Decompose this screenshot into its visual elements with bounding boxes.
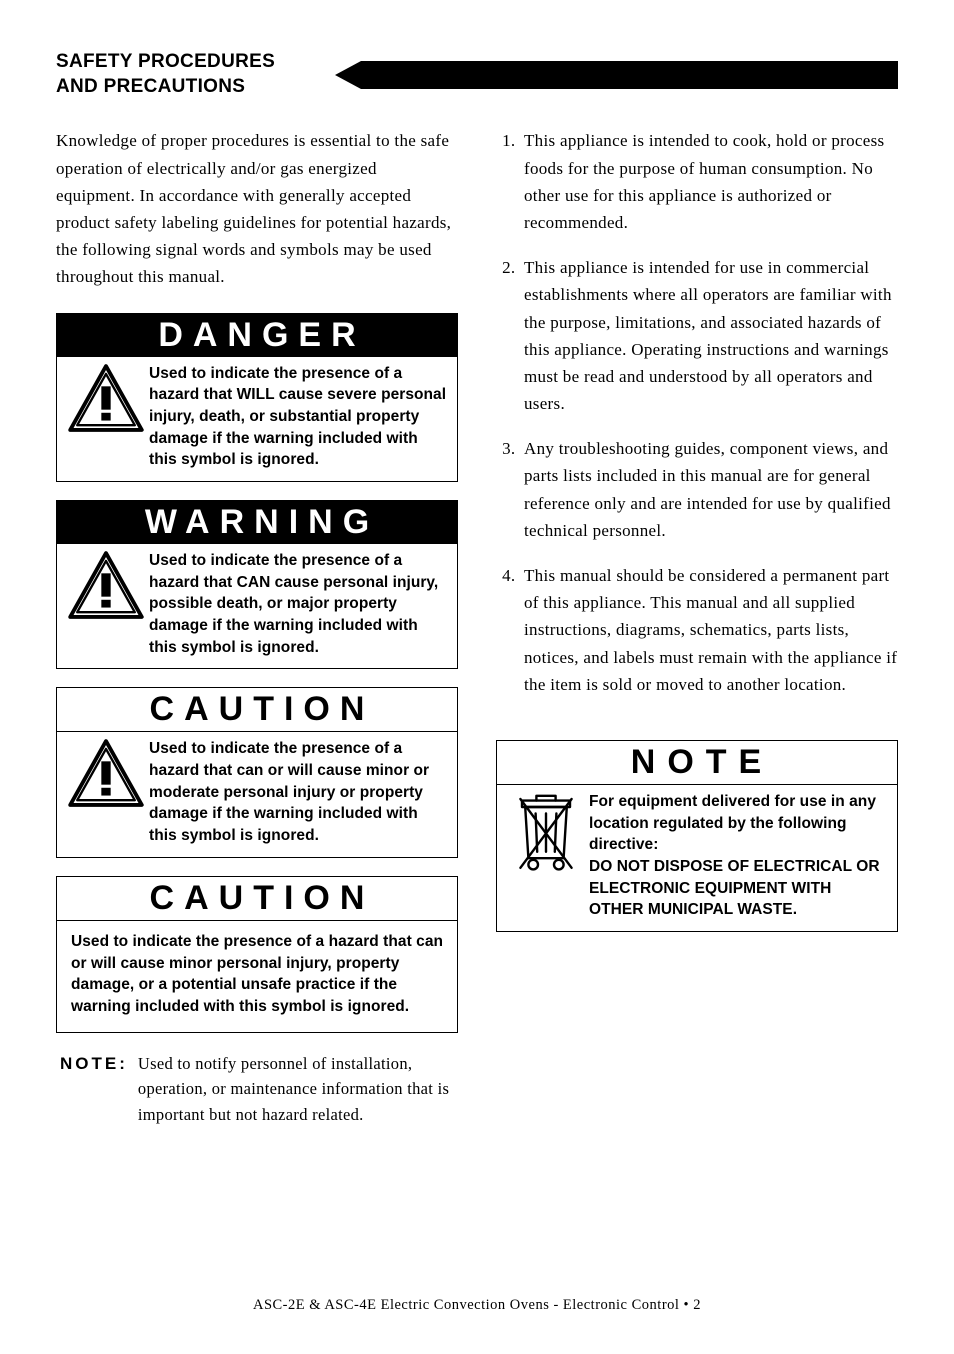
warning-triangle-icon [63, 738, 149, 808]
right-column: This appliance is intended to cook, hold… [496, 127, 898, 1127]
warning-triangle-icon [63, 550, 149, 620]
note-text-1: For equipment delivered for use in any l… [589, 793, 876, 853]
warning-body: Used to indicate the presence of a hazar… [57, 544, 457, 668]
note-text-2: DO NOT DISPOSE OF ELECTRICAL OR ELECTRON… [589, 858, 880, 918]
note-inline-label: NOTE: [56, 1051, 138, 1128]
danger-body: Used to indicate the presence of a hazar… [57, 357, 457, 481]
note-inline: NOTE: Used to notify personnel of instal… [56, 1051, 458, 1128]
left-column: Knowledge of proper procedures is essent… [56, 127, 458, 1127]
note-text: For equipment delivered for use in any l… [589, 791, 887, 921]
header-triangle-icon [335, 61, 361, 89]
section-title: SAFETY PROCEDURES AND PRECAUTIONS [56, 50, 321, 99]
danger-title: DANGER [57, 314, 457, 357]
caution2-text: Used to indicate the presence of a hazar… [71, 931, 443, 1018]
note-inline-text: Used to notify personnel of installation… [138, 1051, 458, 1128]
danger-text: Used to indicate the presence of a hazar… [149, 363, 447, 471]
title-line-1: SAFETY PROCEDURES [56, 51, 275, 72]
title-line-2: AND PRECAUTIONS [56, 76, 245, 97]
warning-text: Used to indicate the presence of a hazar… [149, 550, 447, 658]
warning-box: WARNING Used to indicate the presence of… [56, 500, 458, 669]
section-header: SAFETY PROCEDURES AND PRECAUTIONS [56, 50, 898, 99]
numbered-list: This appliance is intended to cook, hold… [496, 127, 898, 698]
page-footer: ASC-2E & ASC-4E Electric Convection Oven… [56, 1297, 898, 1314]
caution1-body: Used to indicate the presence of a hazar… [57, 732, 457, 856]
caution1-title: CAUTION [57, 688, 457, 732]
list-item: This manual should be considered a perma… [520, 562, 898, 698]
list-item: Any troubleshooting guides, component vi… [520, 435, 898, 544]
caution2-body: Used to indicate the presence of a hazar… [57, 921, 457, 1032]
caution-box-2: CAUTION Used to indicate the presence of… [56, 876, 458, 1033]
list-item: This appliance is intended to cook, hold… [520, 127, 898, 236]
weee-bin-icon [503, 791, 589, 879]
header-bar [361, 61, 898, 89]
caution2-title: CAUTION [57, 877, 457, 921]
caution1-text: Used to indicate the presence of a hazar… [149, 738, 447, 846]
page: SAFETY PROCEDURES AND PRECAUTIONS Knowle… [0, 0, 954, 1354]
list-item: This appliance is intended for use in co… [520, 254, 898, 417]
caution-box-1: CAUTION Used to indicate the presence of… [56, 687, 458, 857]
note-body: For equipment delivered for use in any l… [497, 785, 897, 931]
danger-box: DANGER Used to indicate the presence of … [56, 313, 458, 482]
content-columns: Knowledge of proper procedures is essent… [56, 127, 898, 1127]
warning-triangle-icon [63, 363, 149, 433]
intro-paragraph: Knowledge of proper procedures is essent… [56, 127, 458, 290]
note-title: NOTE [497, 741, 897, 785]
warning-title: WARNING [57, 501, 457, 544]
note-box: NOTE [496, 740, 898, 932]
